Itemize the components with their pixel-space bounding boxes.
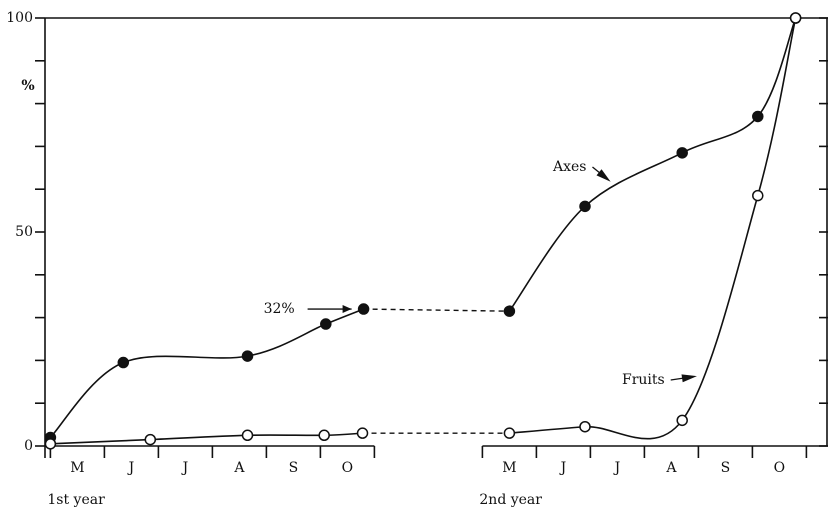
x-tick-label: J — [559, 460, 567, 476]
data-point — [241, 350, 254, 362]
x-tick-label: A — [665, 460, 677, 476]
data-point — [676, 147, 688, 159]
data-point — [789, 12, 802, 24]
x-tick-label: S — [721, 460, 731, 476]
data-point — [356, 427, 369, 439]
x-tick-label: O — [774, 460, 785, 476]
arrow-head — [596, 169, 611, 182]
data-point — [44, 438, 57, 450]
dashed-connector — [363, 308, 510, 312]
x-tick-label: S — [289, 460, 299, 476]
y-tick-label: 100 — [6, 10, 33, 26]
data-point — [320, 318, 332, 330]
series-line — [49, 17, 797, 438]
y-tick-label: 0 — [24, 438, 33, 454]
data-point — [579, 420, 591, 433]
group-label: 1st year — [47, 492, 105, 508]
data-point — [676, 414, 688, 427]
x-tick-label: O — [342, 460, 353, 476]
x-tick-label: M — [70, 460, 84, 476]
x-tick-label: J — [127, 460, 135, 476]
series-name: Axes — [552, 159, 586, 175]
value-label: 32% — [264, 301, 295, 317]
x-tick-label: J — [181, 460, 189, 476]
data-point — [318, 429, 330, 442]
data-point — [503, 305, 516, 317]
x-tick-label: A — [233, 460, 245, 476]
data-point — [579, 200, 591, 213]
y-axis-label: % — [21, 78, 34, 94]
arrow-head — [681, 374, 697, 383]
data-point — [357, 303, 370, 315]
arrow-head — [342, 305, 352, 314]
x-tick-label: J — [613, 460, 621, 476]
data-point — [752, 110, 764, 123]
group-label: 2nd year — [479, 492, 542, 508]
data-point — [117, 356, 130, 369]
x-tick-label: M — [502, 460, 516, 476]
y-tick-label: 50 — [15, 224, 33, 240]
series-name: Fruits — [622, 372, 665, 388]
data-point — [503, 427, 516, 439]
data-point — [144, 433, 157, 446]
data-point — [241, 429, 254, 442]
data-point — [752, 189, 764, 202]
